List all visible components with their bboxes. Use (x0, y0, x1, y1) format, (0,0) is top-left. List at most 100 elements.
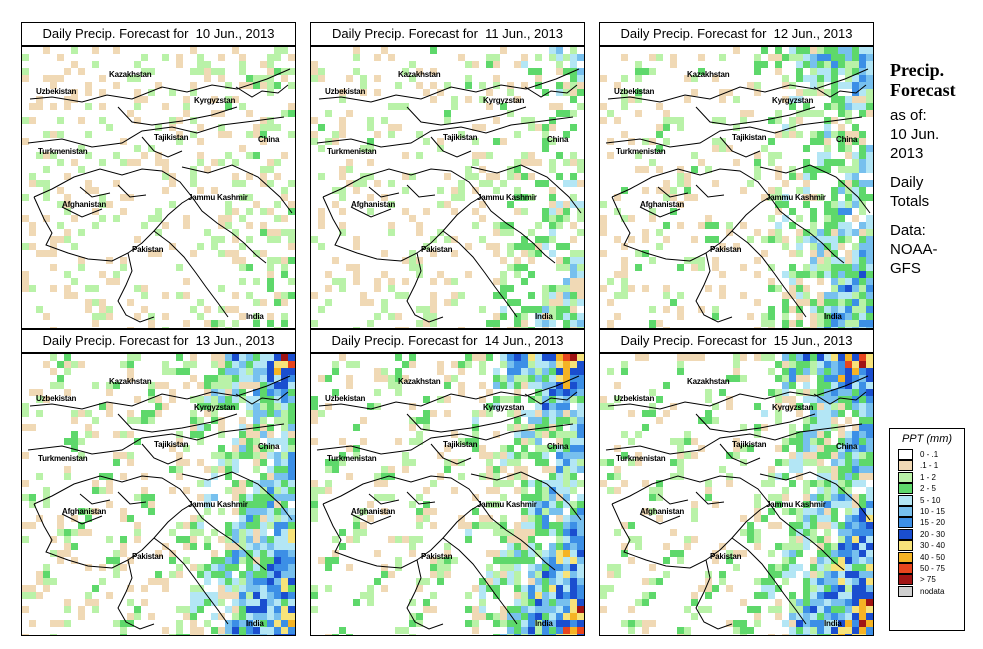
precip-cell (127, 585, 134, 592)
precip-cell (542, 613, 549, 620)
precip-cell (120, 564, 127, 571)
precip-cell (22, 424, 29, 431)
precip-cell (85, 529, 92, 536)
precip-cell (500, 613, 507, 620)
precip-cell (218, 361, 225, 368)
legend-swatch (898, 517, 913, 529)
precip-cell (50, 382, 57, 389)
precip-cell (789, 131, 796, 138)
precip-cell (253, 403, 260, 410)
precip-cell (563, 550, 570, 557)
precip-cell (556, 536, 563, 543)
precip-cell (36, 96, 43, 103)
precip-cell (127, 375, 134, 382)
precip-cell (486, 550, 493, 557)
precip-cell (838, 431, 845, 438)
precip-cell (563, 389, 570, 396)
precip-cell (500, 515, 507, 522)
precip-grid (311, 47, 584, 328)
precip-cell (866, 368, 873, 375)
precip-cell (768, 320, 775, 327)
precip-cell (486, 403, 493, 410)
precip-cell (437, 138, 444, 145)
precip-cell (169, 389, 176, 396)
precip-cell (225, 564, 232, 571)
precip-cell (339, 89, 346, 96)
boundary-line (141, 136, 183, 158)
precip-cell (374, 131, 381, 138)
precip-cell (831, 215, 838, 222)
precip-cell (852, 68, 859, 75)
precip-cell (176, 131, 183, 138)
precip-cell (71, 410, 78, 417)
precip-cell (253, 543, 260, 550)
precip-cell (274, 47, 281, 54)
boundary-line (350, 491, 436, 525)
precip-cell (556, 515, 563, 522)
precip-cell (423, 578, 430, 585)
precip-cell (803, 627, 810, 634)
precip-cell (691, 592, 698, 599)
precip-cell (472, 627, 479, 634)
precip-cell (866, 508, 873, 515)
precip-cell (542, 243, 549, 250)
precip-cell (866, 564, 873, 571)
precip-cell (253, 466, 260, 473)
precip-cell (64, 173, 71, 180)
precip-cell (577, 501, 584, 508)
boundary-line (605, 423, 863, 455)
precip-cell (225, 606, 232, 613)
precip-cell (845, 536, 852, 543)
precip-cell (866, 271, 873, 278)
precip-cell (281, 599, 288, 606)
precip-cell (810, 54, 817, 61)
precip-cell (528, 194, 535, 201)
precip-cell (570, 487, 577, 494)
precip-cell (85, 187, 92, 194)
precip-cell (684, 180, 691, 187)
precip-cell (733, 627, 740, 634)
precip-cell (78, 529, 85, 536)
precip-cell (288, 459, 295, 466)
precip-cell (535, 431, 542, 438)
precip-cell (479, 180, 486, 187)
precip-cell (253, 536, 260, 543)
precip-cell (232, 543, 239, 550)
boundary-line (524, 391, 578, 405)
precip-cell (556, 627, 563, 634)
precip-cell (232, 459, 239, 466)
legend-swatch (898, 540, 913, 552)
precip-cell (232, 613, 239, 620)
precip-cell (852, 152, 859, 159)
precip-cell (239, 103, 246, 110)
precip-cell (691, 501, 698, 508)
precip-cell (339, 459, 346, 466)
precip-cell (339, 285, 346, 292)
precip-cell (211, 375, 218, 382)
legend-label: 10 - 15 (920, 506, 945, 516)
precip-cell (339, 187, 346, 194)
precip-cell (423, 396, 430, 403)
precip-cell (36, 515, 43, 522)
precip-cell (50, 250, 57, 257)
precip-cell (29, 585, 36, 592)
precip-cell (148, 417, 155, 424)
precip-grid (22, 354, 295, 635)
precip-cell (810, 173, 817, 180)
precip-cell (274, 257, 281, 264)
precip-cell (803, 327, 810, 328)
precip-cell (381, 117, 388, 124)
precip-cell (831, 571, 838, 578)
precip-cell (859, 278, 866, 285)
precip-cell (859, 75, 866, 82)
precip-cell (859, 145, 866, 152)
precip-cell (246, 606, 253, 613)
precip-cell (232, 452, 239, 459)
precip-cell (99, 75, 106, 82)
precip-cell (852, 627, 859, 634)
precip-cell (360, 438, 367, 445)
precip-cell (22, 215, 29, 222)
precip-cell (106, 592, 113, 599)
precip-cell (817, 571, 824, 578)
precip-cell (260, 389, 267, 396)
